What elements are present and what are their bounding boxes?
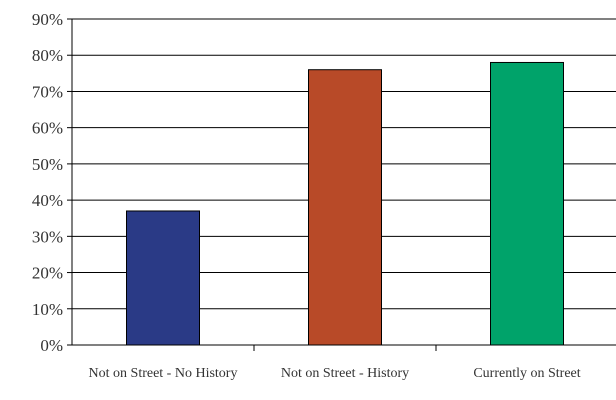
y-tick-labels: 0% 10% 20% 30% 40% 50% 60% 70% 80% 90% [32,10,63,355]
y-tick-label: 0% [40,336,63,355]
axes [67,18,616,351]
x-category-labels: Not on Street - No History Not on Street … [89,366,581,381]
x-category-label-2: Currently on Street [473,366,580,381]
x-category-label-1: Not on Street - History [281,366,409,381]
y-tick-label: 80% [32,46,63,65]
y-tick-label: 90% [32,10,63,29]
y-tick-label: 50% [32,155,63,174]
y-tick-label: 30% [32,227,63,246]
y-tick-label: 60% [32,119,63,138]
y-tick-label: 10% [32,300,63,319]
bar-1 [308,69,382,346]
bar-0 [126,210,200,346]
x-category-label-0: Not on Street - No History [89,366,238,381]
bars [126,61,564,346]
bar-2 [490,61,564,346]
y-tick-label: 20% [32,264,63,283]
y-tick-label: 70% [32,82,63,101]
y-tick-label: 40% [32,191,63,210]
